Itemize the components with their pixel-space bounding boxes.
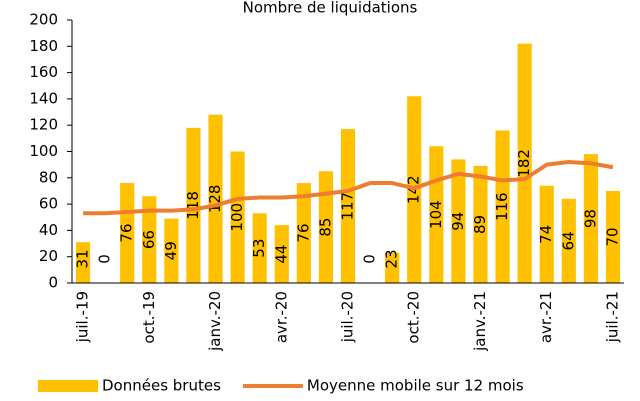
value-label: 31 xyxy=(74,249,92,268)
value-label: 66 xyxy=(140,230,158,249)
value-label: 100 xyxy=(228,203,246,232)
value-label: 64 xyxy=(559,231,577,250)
bar xyxy=(605,190,621,283)
bar xyxy=(120,183,135,283)
y-tick-label: 160 xyxy=(29,63,58,81)
bar xyxy=(274,225,289,283)
bar xyxy=(164,218,179,283)
chart-title: Nombre de liquidations xyxy=(243,0,418,17)
bar xyxy=(75,242,91,283)
y-tick-label: 180 xyxy=(29,37,58,55)
x-tick-label: avr.-20 xyxy=(272,291,290,343)
x-tick-label: oct.-20 xyxy=(405,291,423,344)
bar xyxy=(208,114,223,284)
bar xyxy=(451,159,466,283)
x-tick-label: oct.-19 xyxy=(140,291,158,344)
y-tick-label: 0 xyxy=(48,274,58,292)
value-label: 74 xyxy=(537,225,555,244)
bar xyxy=(583,154,598,283)
bar xyxy=(252,213,267,283)
value-label: 23 xyxy=(383,249,401,268)
value-label: 76 xyxy=(118,223,136,242)
bar xyxy=(539,185,554,283)
y-tick-label: 20 xyxy=(39,247,58,265)
bar xyxy=(186,127,201,283)
y-tick-label: 40 xyxy=(39,221,58,239)
y-tick-label: 60 xyxy=(39,195,58,213)
legend-label: Données brutes xyxy=(102,377,221,395)
value-label: 117 xyxy=(339,192,357,221)
bar xyxy=(318,171,333,283)
value-label: 85 xyxy=(316,218,334,237)
x-tick-label: juil.-20 xyxy=(339,291,357,343)
value-label: 94 xyxy=(449,212,467,231)
x-tick-label: juil.-21 xyxy=(603,291,621,343)
y-tick-label: 100 xyxy=(29,142,58,160)
y-tick-label: 200 xyxy=(29,11,58,29)
bar xyxy=(561,198,576,283)
bar xyxy=(517,43,532,283)
value-label: 98 xyxy=(581,209,599,228)
x-tick-label: avr.-21 xyxy=(537,291,555,343)
bar xyxy=(340,129,356,283)
value-label: 0 xyxy=(361,254,379,264)
bar xyxy=(473,165,488,283)
legend-swatch xyxy=(38,380,98,392)
x-tick-label: janv.-21 xyxy=(471,291,489,352)
value-label: 128 xyxy=(206,185,224,214)
bar xyxy=(385,252,400,283)
y-tick-label: 120 xyxy=(29,116,58,134)
value-label: 44 xyxy=(272,245,290,264)
value-label: 49 xyxy=(162,241,180,260)
legend-label: Moyenne mobile sur 12 mois xyxy=(307,377,524,395)
line xyxy=(83,160,614,216)
y-tick-label: 80 xyxy=(39,168,58,186)
value-label: 0 xyxy=(96,254,114,264)
value-label: 89 xyxy=(471,215,489,234)
value-label: 70 xyxy=(603,227,621,246)
x-tick-label: juil.-19 xyxy=(74,291,92,343)
x-tick-label: janv.-20 xyxy=(206,291,224,352)
value-label: 182 xyxy=(515,149,533,178)
bar xyxy=(296,183,311,283)
value-label: 76 xyxy=(294,223,312,242)
bar xyxy=(142,196,157,283)
value-label: 53 xyxy=(250,239,268,258)
bar xyxy=(230,151,245,283)
y-tick-label: 140 xyxy=(29,89,58,107)
value-label: 104 xyxy=(427,200,445,229)
value-label: 118 xyxy=(184,191,202,220)
value-label: 116 xyxy=(493,192,511,221)
bar xyxy=(495,130,510,283)
